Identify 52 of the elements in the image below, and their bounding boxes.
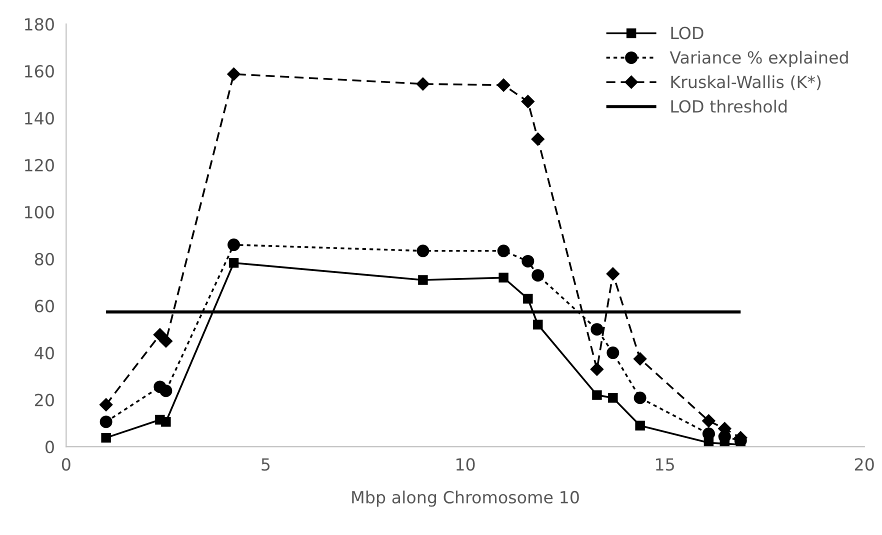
- point: [590, 362, 604, 376]
- y-tick-label: 160: [25, 65, 54, 78]
- point: [418, 275, 428, 285]
- point: [227, 68, 240, 81]
- point: [497, 244, 510, 258]
- point: [100, 416, 112, 428]
- point: [228, 238, 240, 252]
- point: [101, 432, 111, 443]
- x-tick-label: 10: [456, 458, 475, 471]
- legend-label: LOD threshold: [671, 100, 787, 113]
- point: [99, 398, 113, 412]
- point: [159, 334, 173, 348]
- y-tick-label: 80: [34, 252, 54, 266]
- point: [590, 323, 604, 336]
- point: [522, 254, 534, 268]
- point: [498, 272, 508, 283]
- point: [606, 346, 620, 360]
- point: [153, 328, 167, 342]
- x-axis-title: Mbp along Chromosome 10: [352, 490, 579, 507]
- point: [416, 77, 430, 91]
- point: [160, 384, 172, 398]
- y-tick-label: 0: [46, 440, 54, 454]
- y-tick-label: 40: [34, 346, 54, 360]
- point: [634, 392, 646, 404]
- point: [608, 393, 618, 403]
- y-tick-label: 180: [25, 18, 54, 31]
- y-tick-label: 140: [25, 112, 54, 125]
- point: [228, 258, 239, 268]
- y-tick-label: 20: [35, 394, 54, 406]
- x-tick-label: 15: [656, 458, 674, 471]
- legend-label: Variance % explained: [670, 50, 848, 67]
- x-tick-label: 20: [854, 458, 874, 471]
- y-tick-label: 60: [34, 300, 54, 312]
- legend-label: LOD: [671, 26, 704, 40]
- x-tick-label: 0: [62, 458, 70, 471]
- point: [633, 352, 647, 366]
- point: [531, 132, 544, 146]
- point: [702, 414, 716, 428]
- point: [592, 390, 602, 400]
- point: [532, 269, 544, 282]
- point: [416, 244, 430, 258]
- point: [606, 267, 620, 280]
- legend-label: Kruskal-Wallis (K*): [671, 75, 821, 90]
- point: [161, 416, 171, 427]
- x-tick-label: 5: [262, 458, 270, 471]
- point: [635, 420, 645, 430]
- point: [533, 320, 543, 330]
- point: [523, 294, 533, 304]
- point: [521, 94, 534, 108]
- point: [496, 78, 510, 92]
- y-tick-label: 100: [25, 206, 54, 218]
- y-tick-label: 120: [25, 158, 54, 172]
